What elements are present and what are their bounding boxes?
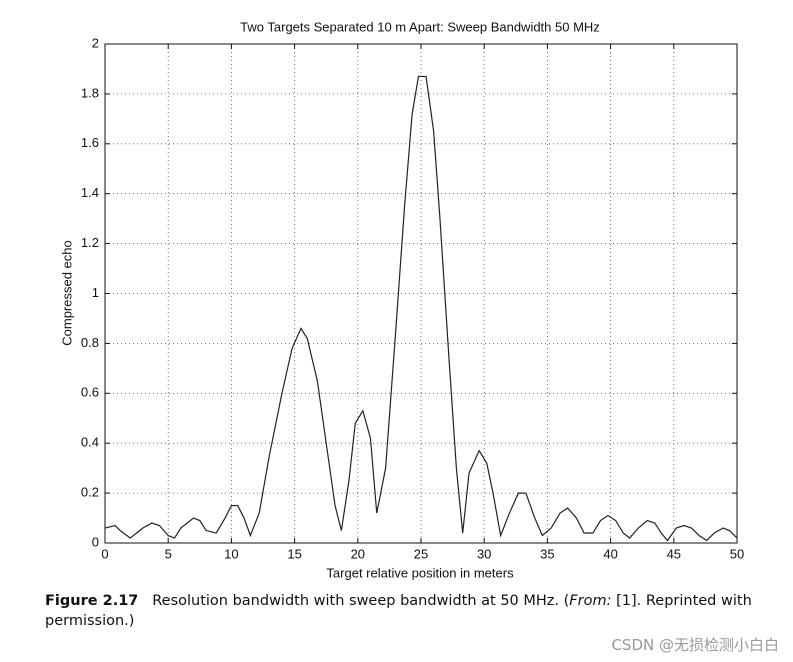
y-tick-label: 2: [92, 35, 99, 50]
x-tick-label: 0: [101, 546, 108, 561]
x-tick-label: 15: [287, 546, 301, 561]
caption-label: Figure 2.17: [45, 593, 139, 609]
x-tick-label: 25: [414, 546, 428, 561]
data-line: [104, 75, 738, 542]
x-tick-label: 20: [351, 546, 365, 561]
y-tick-label: 0: [92, 534, 99, 549]
y-tick-label: 0.8: [81, 335, 99, 350]
caption-source-label: From:: [569, 593, 612, 609]
x-tick-label: 30: [477, 546, 491, 561]
y-tick-label: 1.6: [81, 135, 99, 150]
chart-title: Two Targets Separated 10 m Apart: Sweep …: [240, 19, 600, 34]
y-tick-label: 1.8: [81, 85, 99, 100]
y-tick-label: 0.6: [81, 385, 99, 400]
x-tick-label: 10: [224, 546, 238, 561]
y-tick-label: 1.2: [81, 235, 99, 250]
x-tick-label: 50: [730, 546, 744, 561]
plot-frame: [104, 43, 738, 544]
chart: Two Targets Separated 10 m Apart: Sweep …: [59, 19, 744, 580]
caption-text: Resolution bandwidth with sweep bandwidt…: [152, 593, 570, 609]
y-tick-label: 0.2: [81, 485, 99, 500]
y-tick-label: 1.4: [81, 185, 99, 200]
x-tick-label: 45: [667, 546, 681, 561]
x-tick-label: 5: [165, 546, 172, 561]
y-tick-label: 0.4: [81, 435, 99, 450]
caption-source-text: [1]. Reprinted with permission.): [45, 593, 752, 629]
x-tick-label: 40: [603, 546, 617, 561]
x-tick-label: 35: [540, 546, 554, 561]
caption: Figure 2.17 Resolution bandwidth with sw…: [45, 591, 775, 631]
y-axis-label: Compressed echo: [59, 240, 74, 346]
y-tick-label: 1: [92, 285, 99, 300]
watermark: CSDN @无损检测小白白: [611, 636, 779, 654]
x-axis-label: Target relative position in meters: [326, 565, 514, 580]
